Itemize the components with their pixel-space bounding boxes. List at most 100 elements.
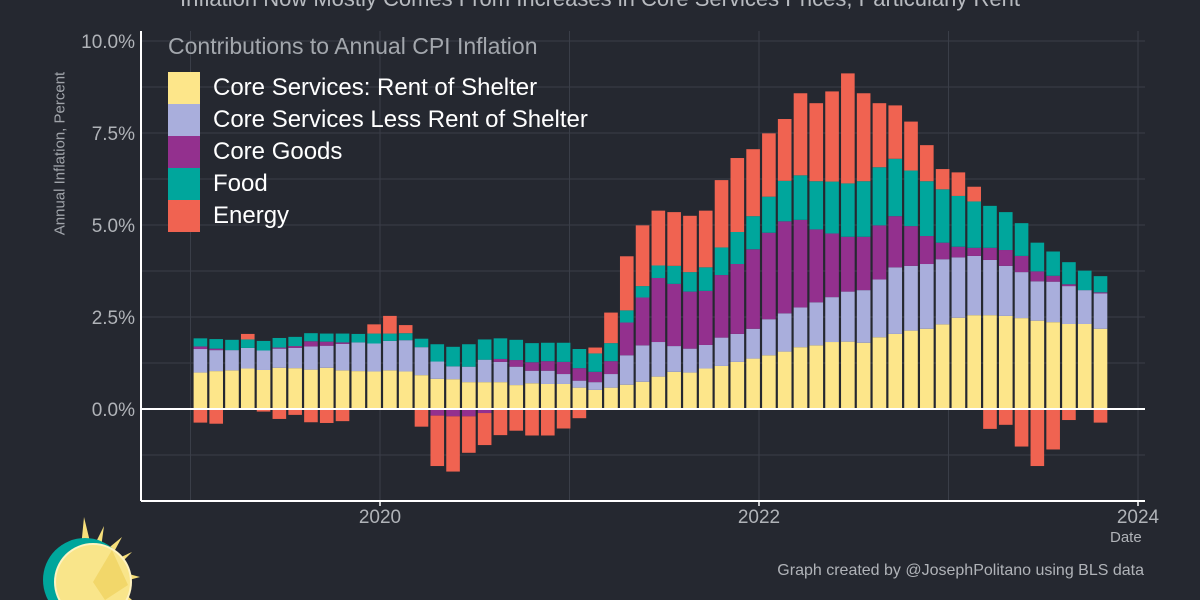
bar-segment-3 <box>319 333 334 342</box>
bar-segment-3 <box>983 205 997 248</box>
bar-segment-3 <box>793 175 808 220</box>
bar-segment-2 <box>667 283 681 347</box>
bar-segment-4 <box>319 409 334 423</box>
bar-segment-2 <box>288 346 302 348</box>
bar-segment-1 <box>446 366 460 380</box>
bar-segment-2 <box>683 291 697 349</box>
legend-swatch <box>168 72 200 104</box>
bar-segment-3 <box>762 196 776 233</box>
bar-segment-1 <box>904 265 918 331</box>
bar-segment-3 <box>572 349 587 369</box>
bar-segment-4 <box>809 103 824 182</box>
bar-segment-2 <box>698 290 713 345</box>
bar-segment-1 <box>288 347 302 369</box>
bar-segment-1 <box>430 361 445 379</box>
bar-segment-0 <box>777 351 792 409</box>
bar-segment-3 <box>1030 242 1045 272</box>
bar-segment-3 <box>462 344 476 367</box>
bar-segment-2 <box>967 247 981 256</box>
bar-segment-0 <box>888 333 903 409</box>
legend: Core Services: Rent of Shelter Core Serv… <box>168 72 588 232</box>
bar-segment-1 <box>556 374 571 384</box>
bar-segment-1 <box>935 259 950 325</box>
bar-segment-0 <box>1046 322 1060 409</box>
legend-swatch <box>168 136 200 168</box>
bar-segment-4 <box>541 409 555 436</box>
bar-segment-1 <box>667 346 681 372</box>
bar-segment-1 <box>619 355 634 385</box>
bar-segment-2 <box>777 221 792 314</box>
legend-swatch <box>168 200 200 232</box>
bar-segment-0 <box>462 382 476 409</box>
bar-segment-0 <box>1062 323 1076 409</box>
bar-segment-1 <box>793 307 808 348</box>
bar-segment-3 <box>430 344 445 362</box>
bar-segment-3 <box>351 333 366 343</box>
bar-segment-4 <box>683 215 697 273</box>
legend-item-core-services: Core Services Less Rent of Shelter <box>168 104 588 136</box>
bar-segment-3 <box>667 265 681 284</box>
bar-segment-3 <box>288 336 302 347</box>
bar-segment-1 <box>651 342 666 377</box>
bar-segment-4 <box>509 409 524 431</box>
bar-segment-4 <box>367 324 381 334</box>
bar-segment-1 <box>462 366 476 383</box>
bars <box>193 73 1108 472</box>
bar-segment-0 <box>746 358 760 409</box>
bar-segment-2 <box>556 361 571 375</box>
legend-item-core-goods: Core Goods <box>168 136 588 168</box>
bar-segment-0 <box>967 315 981 409</box>
bar-segment-3 <box>272 337 287 348</box>
bar-segment-3 <box>414 338 429 348</box>
y-tick-label: 10.0% <box>81 32 135 53</box>
bar-segment-0 <box>383 370 397 409</box>
bar-segment-0 <box>714 365 729 409</box>
bar-segment-1 <box>225 350 239 371</box>
bar-segment-4 <box>430 415 445 467</box>
bar-segment-4 <box>493 409 508 436</box>
bar-segment-3 <box>683 272 697 292</box>
bar-segment-3 <box>383 333 397 341</box>
bar-segment-2 <box>272 347 287 349</box>
bar-segment-3 <box>193 338 208 347</box>
bar-segment-0 <box>556 383 571 409</box>
bar-segment-2 <box>430 409 445 416</box>
bar-segment-3 <box>398 333 413 341</box>
bar-segment-1 <box>762 319 776 356</box>
bar-segment-2 <box>825 233 839 298</box>
bar-segment-4 <box>1093 409 1108 423</box>
bar-segment-1 <box>240 347 255 369</box>
bar-segment-4 <box>1046 409 1060 450</box>
bar-segment-2 <box>651 277 666 343</box>
y-tick-label: 5.0% <box>92 216 135 237</box>
bar-segment-3 <box>651 265 666 278</box>
bar-segment-2 <box>541 361 555 371</box>
bar-segment-3 <box>477 339 492 360</box>
bar-segment-1 <box>856 290 871 343</box>
bar-segment-1 <box>825 297 839 343</box>
bar-segment-1 <box>319 345 334 368</box>
bar-segment-1 <box>888 267 903 334</box>
axes: 0.0% 2.5% 5.0% 7.5% 10.0% 2020 2022 2024 <box>81 31 1160 528</box>
bar-segment-3 <box>556 342 571 362</box>
bar-segment-0 <box>572 387 587 409</box>
bar-segment-3 <box>367 333 381 344</box>
bar-segment-0 <box>1093 328 1108 409</box>
bar-segment-2 <box>304 341 318 347</box>
bar-segment-4 <box>304 409 318 423</box>
bar-segment-3 <box>1014 223 1029 256</box>
bar-segment-0 <box>809 345 824 409</box>
bar-segment-1 <box>920 264 934 329</box>
bar-segment-2 <box>493 358 508 362</box>
bar-segment-0 <box>667 371 681 409</box>
bar-segment-1 <box>383 340 397 371</box>
bar-segment-0 <box>351 371 366 409</box>
y-tick-label: 2.5% <box>92 308 135 329</box>
bar-segment-2 <box>509 360 524 367</box>
bar-segment-2 <box>809 229 824 303</box>
bar-segment-1 <box>730 333 745 362</box>
bar-segment-4 <box>888 105 903 159</box>
bar-segment-3 <box>1046 251 1060 276</box>
bar-segment-0 <box>525 383 539 409</box>
bar-segment-2 <box>619 322 634 356</box>
